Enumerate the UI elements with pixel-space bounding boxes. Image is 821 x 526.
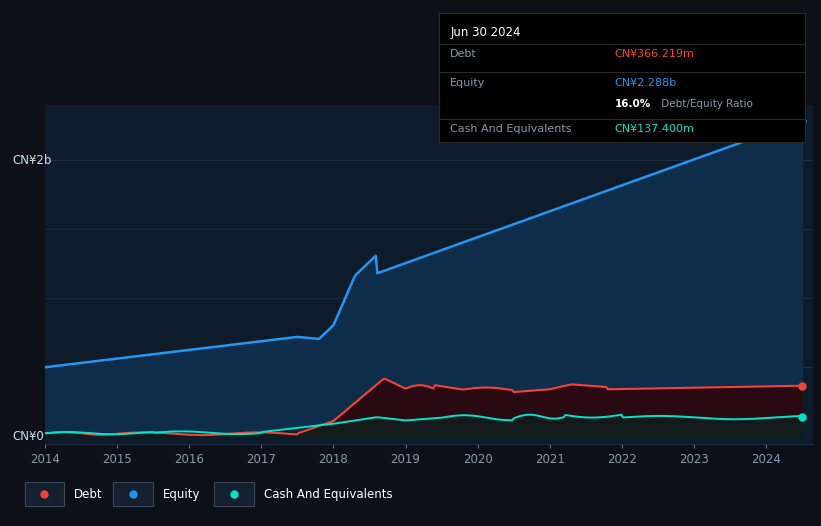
FancyBboxPatch shape — [113, 482, 153, 507]
Text: CN¥2b: CN¥2b — [12, 154, 52, 167]
Text: CN¥2.288b: CN¥2.288b — [615, 77, 677, 88]
Text: CN¥137.400m: CN¥137.400m — [615, 124, 695, 134]
Text: Cash And Equivalents: Cash And Equivalents — [264, 488, 392, 501]
Text: Equity: Equity — [163, 488, 200, 501]
Text: CN¥0: CN¥0 — [12, 430, 44, 443]
Text: Debt/Equity Ratio: Debt/Equity Ratio — [658, 99, 754, 109]
Text: Cash And Equivalents: Cash And Equivalents — [450, 124, 571, 134]
Text: CN¥366.219m: CN¥366.219m — [615, 49, 695, 59]
FancyBboxPatch shape — [25, 482, 64, 507]
Text: Debt: Debt — [450, 49, 477, 59]
Text: Equity: Equity — [450, 77, 485, 88]
Text: 16.0%: 16.0% — [615, 99, 651, 109]
Text: Jun 30 2024: Jun 30 2024 — [450, 26, 521, 39]
Text: Debt: Debt — [74, 488, 103, 501]
FancyBboxPatch shape — [214, 482, 254, 507]
